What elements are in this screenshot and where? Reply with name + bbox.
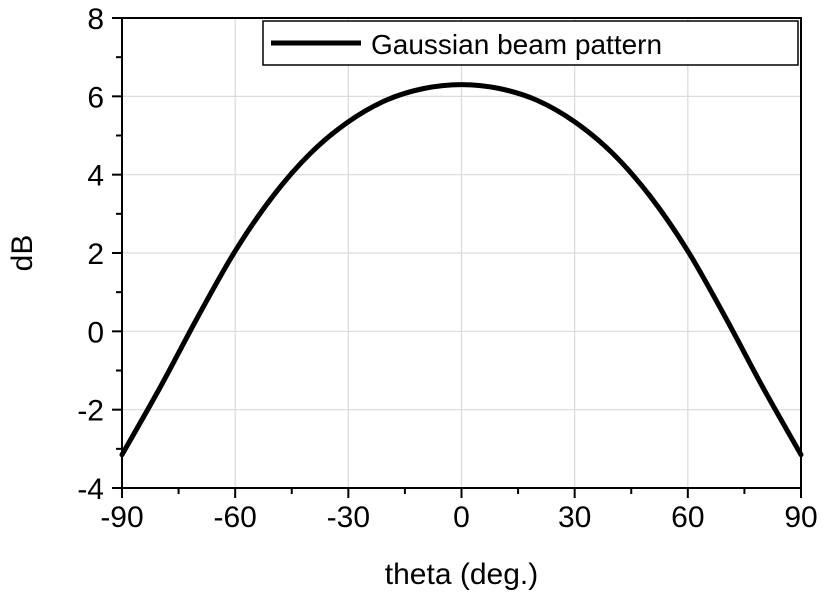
x-tick-label-5: 60 xyxy=(671,501,704,534)
y-tick-label-2: 0 xyxy=(87,316,104,349)
y-tick-label-1: -2 xyxy=(77,395,104,428)
x-tick-label-1: -60 xyxy=(213,501,256,534)
y-tick-labels: -4 -2 0 2 4 6 8 xyxy=(77,3,104,506)
y-tick-label-4: 4 xyxy=(87,160,104,193)
x-tick-label-6: 90 xyxy=(784,501,817,534)
x-tick-label-2: -30 xyxy=(327,501,370,534)
y-tick-label-0: -4 xyxy=(77,473,104,506)
x-tick-label-4: 30 xyxy=(558,501,591,534)
series-line-gaussian-beam-pattern xyxy=(119,82,804,458)
x-axis-title: theta (deg.) xyxy=(385,558,538,591)
ticks xyxy=(112,17,802,498)
y-axis-title: dB xyxy=(6,235,39,272)
x-tick-label-3: 0 xyxy=(453,501,470,534)
x-tick-label-0: -90 xyxy=(100,501,143,534)
grid xyxy=(121,17,802,489)
y-tick-label-5: 6 xyxy=(87,81,104,114)
x-tick-labels: -90 -60 -30 0 30 60 90 xyxy=(100,501,817,534)
legend: Gaussian beam pattern xyxy=(262,20,799,66)
y-tick-label-3: 2 xyxy=(87,238,104,271)
legend-label: Gaussian beam pattern xyxy=(371,29,662,60)
y-tick-label-6: 8 xyxy=(87,3,104,36)
